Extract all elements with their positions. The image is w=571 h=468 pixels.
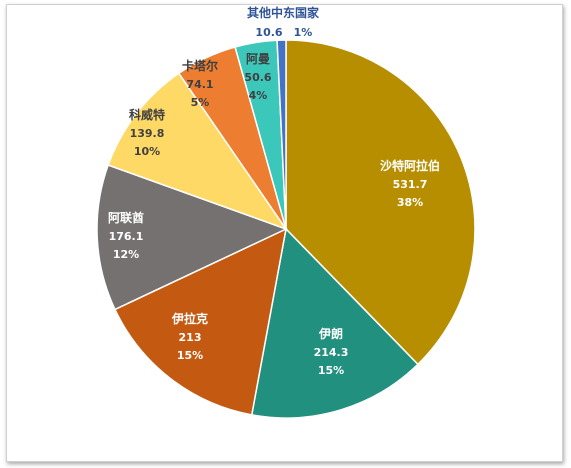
slice-label-percent-5: 5% xyxy=(191,96,210,109)
slice-label-name-4: 科威特 xyxy=(129,107,165,122)
slice-label-value-5: 74.1 xyxy=(186,78,213,91)
slice-label-name-3: 阿联酋 xyxy=(108,210,144,225)
pie-slice-4[interactable] xyxy=(107,72,288,231)
slice-label-value-4: 139.8 xyxy=(130,127,165,140)
slice-label-value-6: 50.6 xyxy=(244,71,271,84)
slice-label-name-2: 伊拉克 xyxy=(171,311,208,326)
slice-label-value-0: 531.7 xyxy=(393,178,428,191)
slice-label-percent-3: 12% xyxy=(113,248,139,261)
slice-label-value-1: 214.3 xyxy=(314,346,349,359)
slice-label-value-2: 213 xyxy=(179,331,202,344)
slice-label-name-6: 阿曼 xyxy=(246,52,270,66)
slice-label-name-1: 伊朗 xyxy=(318,326,343,341)
slice-label-value-3: 176.1 xyxy=(109,230,144,243)
slice-label-percent-4: 10% xyxy=(134,145,160,158)
pie-slice-7[interactable] xyxy=(276,39,287,230)
pie-slice-3[interactable] xyxy=(96,164,288,311)
slice-label-percent-1: 15% xyxy=(318,364,344,377)
pie-slices xyxy=(96,39,476,419)
slice-label-percent-6: 4% xyxy=(249,89,268,102)
slice-label-name-7: 其他中东国家 xyxy=(247,5,320,20)
pie-slice-0[interactable] xyxy=(285,39,476,366)
slice-label-name-0: 沙特阿拉伯 xyxy=(380,158,440,173)
slice-label-value-7: 10.6 xyxy=(255,26,282,39)
slice-label-percent-0: 38% xyxy=(397,196,423,209)
slice-label-name-5: 卡塔尔 xyxy=(182,58,218,73)
slice-label-percent-2: 15% xyxy=(177,349,203,362)
pie-labels: 沙特阿拉伯 531.7 38% 伊朗 214.3 15% 伊拉克 213 15% 阿联酋 176.1… xyxy=(108,5,440,377)
pie-slice-1[interactable] xyxy=(250,227,419,419)
pie-slice-2[interactable] xyxy=(113,227,288,416)
slice-label-percent-7: 1% xyxy=(294,26,313,39)
